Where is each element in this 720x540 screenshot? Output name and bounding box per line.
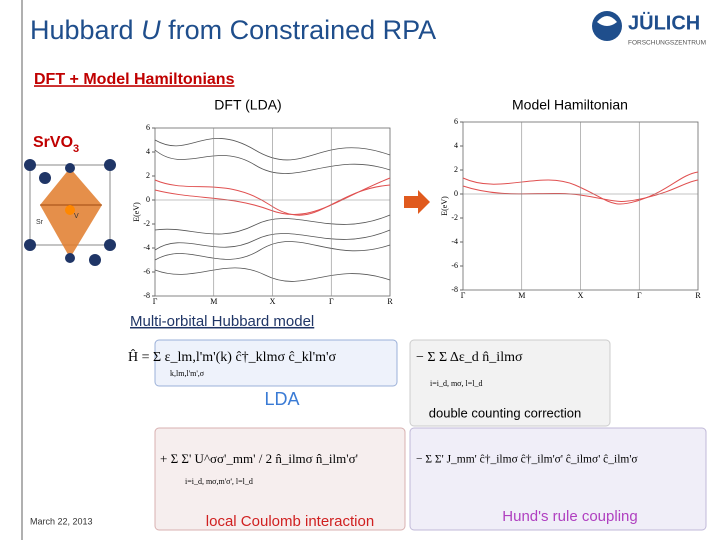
equation-label: Hund's rule coupling bbox=[502, 508, 637, 525]
plot-title: DFT (LDA) bbox=[214, 97, 281, 113]
y-tick-label: -8 bbox=[451, 285, 458, 294]
x-tick-label: X bbox=[270, 297, 276, 306]
y-tick-label: -2 bbox=[451, 213, 458, 222]
y-tick-label: 4 bbox=[146, 147, 150, 156]
y-tick-label: 2 bbox=[146, 171, 150, 180]
y-tick-label: 0 bbox=[454, 189, 458, 198]
y-axis-label: E(eV) bbox=[440, 196, 449, 216]
y-tick-label: -4 bbox=[143, 243, 150, 252]
y-tick-label: 0 bbox=[146, 195, 150, 204]
y-tick-label: 4 bbox=[454, 141, 458, 150]
equation-subscript: k,lm,l'm',σ bbox=[170, 369, 205, 378]
equation-label: double counting correction bbox=[429, 405, 582, 420]
x-tick-label: Γ bbox=[153, 297, 158, 306]
bands bbox=[154, 138, 391, 282]
slide-title: Hubbard U from Constrained RPA bbox=[30, 15, 436, 45]
y-tick-label: -6 bbox=[143, 267, 150, 276]
equation-subscript: i=i_d, mσ,m'σ', l=l_d bbox=[185, 477, 253, 486]
equation: − Σ Σ' J_mm' ĉ†_ilmσ ĉ†_ilm'σ' ĉ_ilmσ' ĉ… bbox=[416, 454, 638, 466]
y-tick-label: 2 bbox=[454, 165, 458, 174]
atom-label: Sr bbox=[36, 219, 44, 226]
y-tick-label: -6 bbox=[451, 261, 458, 270]
y-tick-label: 6 bbox=[146, 123, 150, 132]
logo: JÜLICH FORSCHUNGSZENTRUM bbox=[592, 11, 706, 47]
x-tick-label: Γ bbox=[637, 291, 642, 300]
arrow bbox=[404, 190, 430, 214]
x-tick-label: Γ bbox=[329, 297, 334, 306]
coulomb-box bbox=[154, 427, 406, 531]
logo-text: JÜLICH bbox=[628, 11, 700, 34]
y-axis-label: E(eV) bbox=[132, 202, 141, 222]
section-heading: DFT + Model Hamiltonians bbox=[34, 71, 235, 88]
x-tick-label: R bbox=[387, 297, 393, 306]
hund-box bbox=[409, 427, 707, 531]
crystal-image: Sr V bbox=[24, 159, 116, 266]
y-tick-label: 6 bbox=[454, 117, 458, 126]
footer-date: March 22, 2013 bbox=[30, 516, 93, 526]
equation-label: local Coulomb interaction bbox=[206, 513, 374, 530]
equation: − Σ Σ Δε_d n̂_ilmσ bbox=[416, 350, 523, 365]
x-tick-label: M bbox=[518, 291, 525, 300]
equation: + Σ Σ' U^σσ'_mm' / 2 n̂_ilmσ n̂_ilm'σ' bbox=[160, 451, 358, 466]
x-tick-label: X bbox=[578, 291, 584, 300]
plot-title: Model Hamiltonian bbox=[512, 97, 628, 113]
t2g-bands bbox=[154, 177, 391, 216]
atom-label: V bbox=[74, 213, 79, 220]
equation: Ĥ = Σ ε_lm,l'm'(k) ĉ†_klmσ ĉ_kl'm'σ bbox=[128, 348, 337, 365]
equation-subscript: i=i_d, mσ, l=l_d bbox=[430, 379, 482, 388]
y-tick-label: -2 bbox=[143, 219, 150, 228]
y-tick-label: -8 bbox=[143, 291, 150, 300]
y-tick-label: -4 bbox=[451, 237, 458, 246]
x-tick-label: M bbox=[210, 297, 217, 306]
material-label: SrVO3 bbox=[33, 134, 79, 155]
logo-subtext: FORSCHUNGSZENTRUM bbox=[628, 40, 706, 47]
x-tick-label: R bbox=[695, 291, 701, 300]
dc-box bbox=[409, 339, 611, 427]
model-heading: Multi-orbital Hubbard model bbox=[130, 313, 314, 330]
lda-box bbox=[154, 339, 398, 387]
equation-label: LDA bbox=[264, 389, 299, 409]
x-tick-label: Γ bbox=[461, 291, 466, 300]
